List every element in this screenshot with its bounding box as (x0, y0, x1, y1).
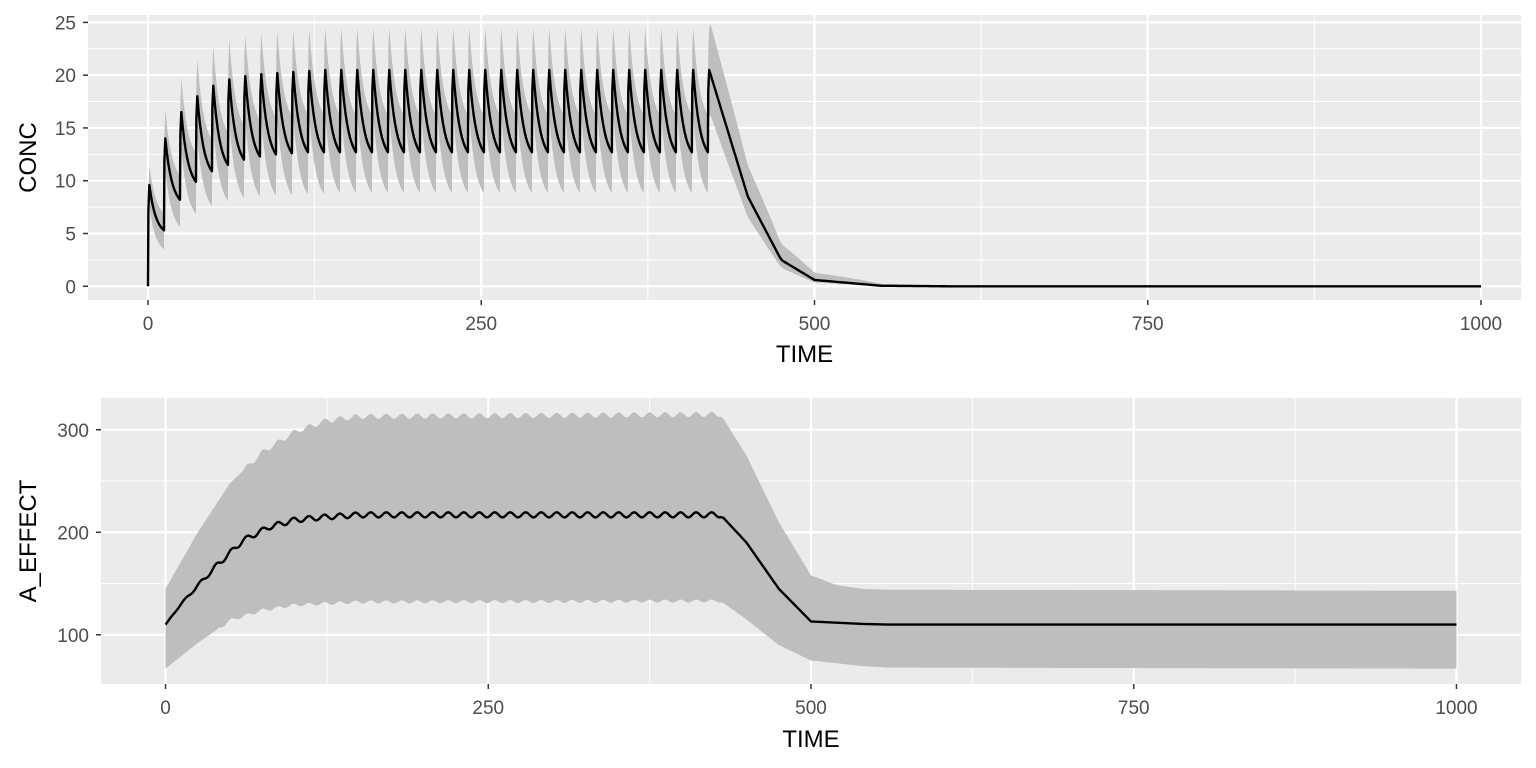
x-tick-label: 500 (795, 698, 827, 719)
x-tick-label: 0 (160, 698, 171, 719)
y-axis-title: A_EFFECT (15, 479, 42, 602)
y-tick-label: 0 (65, 277, 76, 298)
x-axis-title: TIME (776, 341, 833, 368)
x-tick-label: 0 (143, 314, 154, 335)
x-tick-label: 1000 (1460, 314, 1502, 335)
y-tick-label: 20 (55, 66, 76, 87)
x-axis-title: TIME (782, 726, 839, 753)
x-tick-label: 500 (799, 314, 831, 335)
y-tick-label: 10 (55, 172, 76, 193)
x-tick-label: 250 (472, 698, 504, 719)
effect-ribbon (165, 411, 1457, 669)
x-tick-label: 750 (1132, 314, 1164, 335)
y-tick-label: 25 (55, 13, 76, 34)
effect-line (164, 511, 1457, 626)
conc-line (146, 68, 1482, 288)
x-tick-label: 1000 (1435, 698, 1477, 719)
y-tick-label: 200 (57, 523, 89, 544)
effect-panel: 0 250 500 750 1000 100 200 300 TIME A_EFFECT (15, 398, 1521, 753)
y-tick-label: 15 (55, 119, 76, 140)
conc-panel: 0 250 500 750 1000 0 5 10 15 20 25 TIME CONC (15, 13, 1521, 368)
x-tick-label: 250 (465, 314, 497, 335)
y-tick-label: 100 (57, 626, 89, 647)
y-tick-label: 300 (57, 421, 89, 442)
y-tick-label: 5 (65, 225, 76, 246)
conc-ribbon (147, 24, 1482, 287)
y-axis-title: CONC (15, 122, 42, 193)
x-tick-label: 750 (1118, 698, 1150, 719)
